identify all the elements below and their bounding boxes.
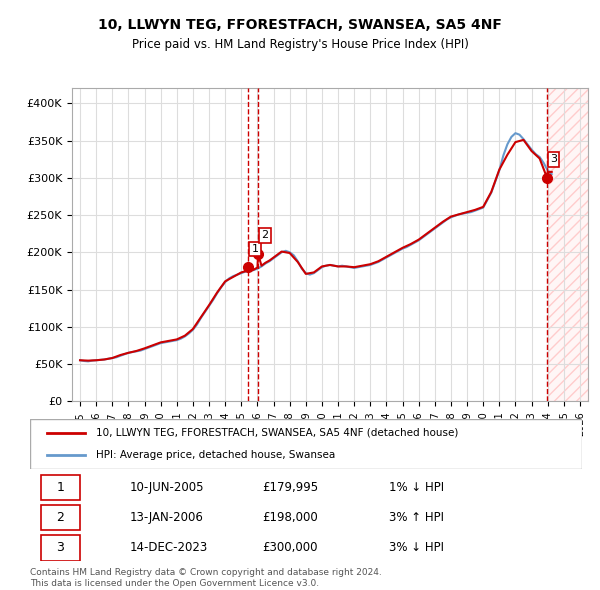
Bar [547,88,588,401]
Text: 3% ↑ HPI: 3% ↑ HPI [389,511,444,524]
Text: 2: 2 [56,511,64,524]
Text: Price paid vs. HM Land Registry's House Price Index (HPI): Price paid vs. HM Land Registry's House … [131,38,469,51]
Text: HPI: Average price, detached house, Swansea: HPI: Average price, detached house, Swan… [96,450,335,460]
Text: 14-DEC-2023: 14-DEC-2023 [130,541,208,554]
Text: 10-JUN-2005: 10-JUN-2005 [130,481,204,494]
Text: Contains HM Land Registry data © Crown copyright and database right 2024.: Contains HM Land Registry data © Crown c… [30,568,382,576]
Text: 3: 3 [550,155,557,165]
FancyBboxPatch shape [41,504,80,530]
Text: 3% ↓ HPI: 3% ↓ HPI [389,541,444,554]
Text: 1% ↓ HPI: 1% ↓ HPI [389,481,444,494]
Text: 2: 2 [262,230,268,240]
FancyBboxPatch shape [30,419,582,469]
FancyBboxPatch shape [41,535,80,560]
Text: 1: 1 [56,481,64,494]
Text: £300,000: £300,000 [262,541,317,554]
Text: 10, LLWYN TEG, FFORESTFACH, SWANSEA, SA5 4NF (detached house): 10, LLWYN TEG, FFORESTFACH, SWANSEA, SA5… [96,428,458,438]
Text: £179,995: £179,995 [262,481,318,494]
FancyBboxPatch shape [41,474,80,500]
Bar [547,88,588,401]
Text: £198,000: £198,000 [262,511,317,524]
Text: 13-JAN-2006: 13-JAN-2006 [130,511,203,524]
Text: 1: 1 [251,244,259,254]
Text: 3: 3 [56,541,64,554]
Text: 10, LLWYN TEG, FFORESTFACH, SWANSEA, SA5 4NF: 10, LLWYN TEG, FFORESTFACH, SWANSEA, SA5… [98,18,502,32]
Text: This data is licensed under the Open Government Licence v3.0.: This data is licensed under the Open Gov… [30,579,319,588]
